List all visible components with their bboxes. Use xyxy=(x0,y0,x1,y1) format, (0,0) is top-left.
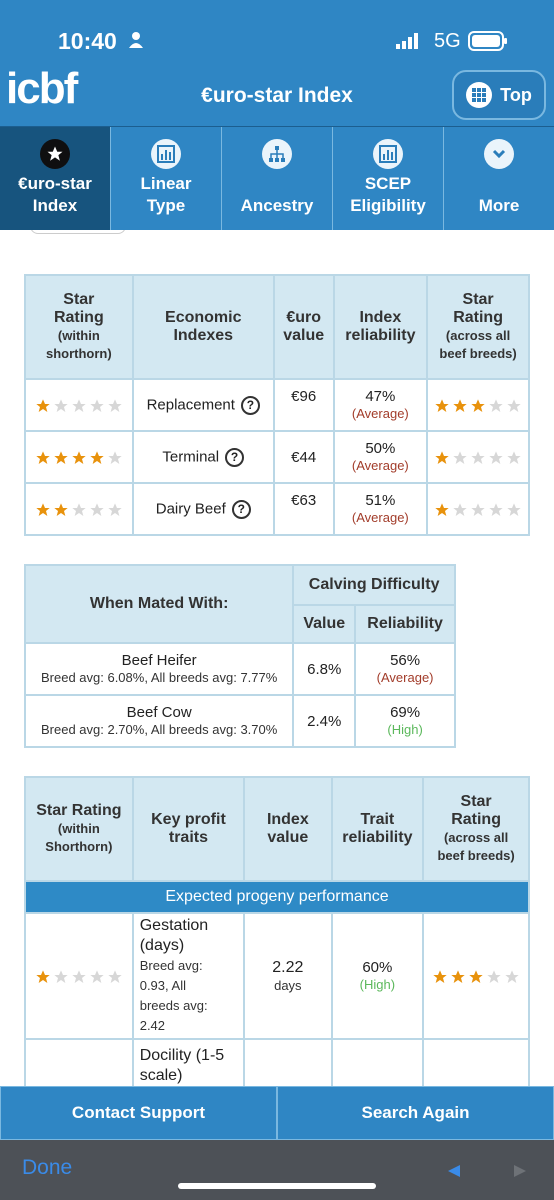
done-button[interactable]: Done xyxy=(22,1156,73,1179)
star-filled-icon xyxy=(469,969,483,983)
bar-chart-icon xyxy=(373,139,403,169)
star-empty-icon xyxy=(72,398,86,412)
help-icon[interactable]: ? xyxy=(225,447,245,467)
clock: 10:40 xyxy=(58,28,117,54)
contact-support-button[interactable]: Contact Support xyxy=(0,1086,277,1140)
key-profit-traits-table: Star Rating (within Shorthorn) Key profit t… xyxy=(24,776,530,1086)
star-empty-icon xyxy=(108,398,122,412)
star-empty-icon xyxy=(489,502,503,516)
table-row: Beef Cow Breed avg: 2.70%, All breeds avg… xyxy=(23,694,456,748)
app-header: icbf €uro-star Index Top xyxy=(0,62,554,126)
star-filled-icon xyxy=(36,502,50,516)
star-filled-icon xyxy=(36,450,50,464)
star-filled-icon xyxy=(36,398,50,412)
top-label: Top xyxy=(500,84,532,105)
star-rating xyxy=(434,502,522,518)
tab-scep-eligibility[interactable]: SCEP Eligibility xyxy=(333,127,444,230)
browser-toolbar: Done xyxy=(0,1140,554,1200)
index-name: Dairy Beef xyxy=(155,499,226,517)
index-name: Replacement xyxy=(146,395,235,413)
hierarchy-icon xyxy=(262,139,292,169)
star-empty-icon xyxy=(54,398,68,412)
star-empty-icon xyxy=(90,398,104,412)
back-arrow-icon[interactable] xyxy=(446,1164,462,1178)
status-bar: 10:40 5G xyxy=(0,0,554,62)
icbf-logo[interactable]: icbf xyxy=(6,64,78,113)
chevron-down-icon xyxy=(484,139,514,169)
battery-icon xyxy=(468,31,507,51)
tab-ancestry[interactable]: Ancestry xyxy=(222,127,333,230)
star-empty-icon xyxy=(72,502,86,516)
tab-eurostar-index[interactable]: €uro-star Index xyxy=(0,127,111,230)
star-rating xyxy=(35,450,123,466)
star-filled-icon xyxy=(471,398,485,412)
home-indicator xyxy=(178,1183,376,1189)
table-row: Beef Heifer Breed avg: 6.08%, All breeds … xyxy=(23,642,456,696)
star-empty-icon xyxy=(54,969,68,983)
star-empty-icon xyxy=(72,969,86,983)
star-empty-icon xyxy=(505,969,519,983)
star-empty-icon xyxy=(108,450,122,464)
tab-more[interactable]: More xyxy=(444,127,554,230)
content-area[interactable]: Star Rating (within shorthorn) Economic Inde… xyxy=(0,230,554,1086)
star-filled-icon xyxy=(36,969,50,983)
star-rating xyxy=(432,969,520,985)
table-row: Docility (1-5 scale) xyxy=(24,1038,530,1086)
star-empty-icon xyxy=(108,969,122,983)
table-row: Replacement? €96 47% (Average) xyxy=(24,378,530,432)
star-rating xyxy=(35,398,123,414)
search-again-button[interactable]: Search Again xyxy=(277,1086,554,1140)
calving-difficulty-table: When Mated With: Calving Difficulty Valu… xyxy=(23,564,456,748)
star-filled-icon xyxy=(453,398,467,412)
star-filled-icon xyxy=(451,969,465,983)
star-empty-icon xyxy=(108,502,122,516)
star-filled-icon xyxy=(54,502,68,516)
index-name: Terminal xyxy=(162,447,220,465)
table-row: Terminal? €44 50% (Average) xyxy=(24,430,530,484)
table-row: Dairy Beef? €63 51% (Average) xyxy=(24,482,530,536)
grid-icon xyxy=(466,82,493,108)
person-icon xyxy=(129,32,143,48)
star-empty-icon xyxy=(90,969,104,983)
tab-bar: €uro-star Index Linear Type Ancestry SCEP E… xyxy=(0,126,554,230)
network-label: 5G xyxy=(434,30,461,52)
help-icon[interactable]: ? xyxy=(240,395,260,415)
star-empty-icon xyxy=(471,450,485,464)
bar-chart-icon xyxy=(151,139,181,169)
section-band: Expected progeny performance xyxy=(24,880,530,914)
star-empty-icon xyxy=(487,969,501,983)
bottom-action-bar: Contact Support Search Again xyxy=(0,1086,554,1140)
scroll-remnant xyxy=(30,230,126,234)
page-title: €uro-star Index xyxy=(201,84,353,107)
tab-linear-type[interactable]: Linear Type xyxy=(111,127,222,230)
forward-arrow-icon[interactable] xyxy=(512,1164,528,1178)
signal-icon xyxy=(396,33,418,49)
star-empty-icon xyxy=(453,502,467,516)
star-filled-icon xyxy=(435,502,449,516)
star-empty-icon xyxy=(471,502,485,516)
star-empty-icon xyxy=(507,502,521,516)
star-rating xyxy=(35,502,123,518)
star-empty-icon xyxy=(489,398,503,412)
star-empty-icon xyxy=(453,450,467,464)
star-empty-icon xyxy=(489,450,503,464)
star-filled-icon xyxy=(435,450,449,464)
star-empty-icon xyxy=(90,502,104,516)
star-rating xyxy=(35,969,123,985)
star-filled-icon xyxy=(72,450,86,464)
star-filled-icon xyxy=(90,450,104,464)
star-filled-icon xyxy=(435,398,449,412)
economic-index-table: Star Rating (within shorthorn) Economic Inde… xyxy=(24,274,530,536)
top-button[interactable]: Top xyxy=(452,70,546,120)
star-empty-icon xyxy=(507,450,521,464)
help-icon[interactable]: ? xyxy=(231,499,251,519)
star-rating xyxy=(434,398,522,414)
star-filled-icon xyxy=(433,969,447,983)
star-icon xyxy=(40,139,70,169)
star-empty-icon xyxy=(507,398,521,412)
star-filled-icon xyxy=(54,450,68,464)
star-rating xyxy=(434,450,522,466)
table-row: Gestation (days) Breed avg: 0.93, All breeds… xyxy=(24,912,530,1040)
